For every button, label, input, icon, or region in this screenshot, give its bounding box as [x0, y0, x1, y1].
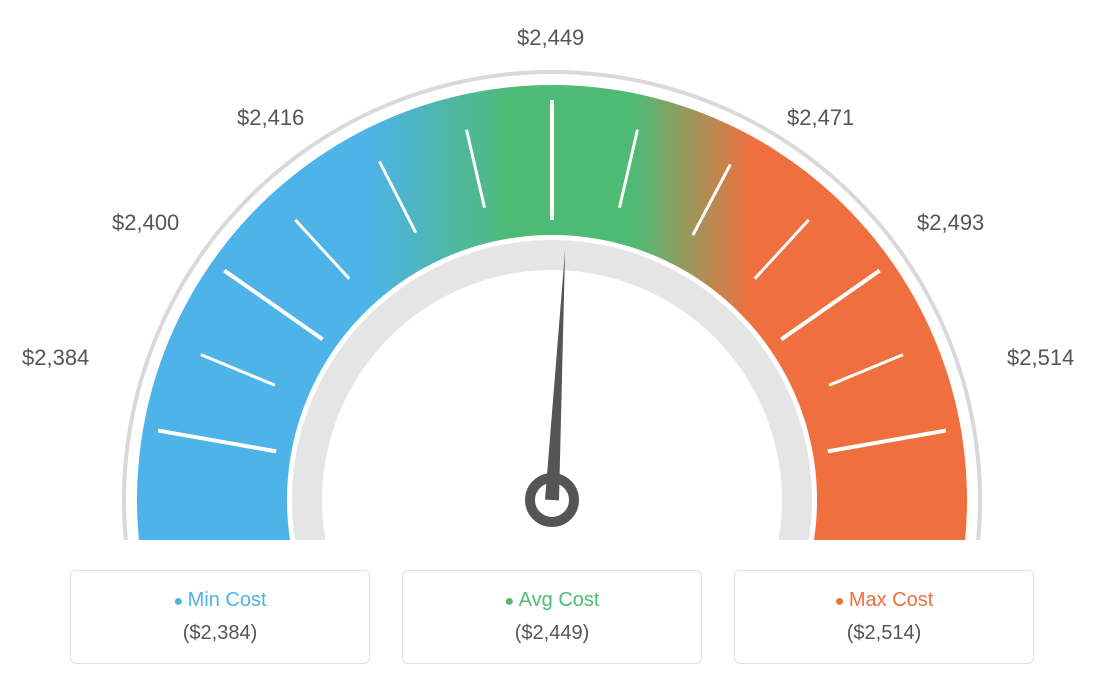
gauge-tick-label: $2,493: [917, 210, 984, 236]
legend-card-avg: Avg Cost ($2,449): [402, 570, 702, 664]
gauge-tick-label: $2,400: [112, 210, 179, 236]
legend-value-max: ($2,514): [735, 622, 1033, 645]
gauge-tick-label: $2,514: [1007, 345, 1074, 371]
gauge-tick-label: $2,471: [787, 105, 854, 131]
gauge-tick-label: $2,416: [237, 105, 304, 131]
legend-card-min: Min Cost ($2,384): [70, 570, 370, 664]
gauge-tick-label: $2,384: [22, 345, 89, 371]
gauge-tick-label: $2,449: [517, 25, 584, 51]
legend-value-avg: ($2,449): [403, 622, 701, 645]
legend-row: Min Cost ($2,384) Avg Cost ($2,449) Max …: [20, 570, 1084, 664]
legend-title-max: Max Cost: [735, 589, 1033, 612]
legend-card-max: Max Cost ($2,514): [734, 570, 1034, 664]
gauge-chart: $2,384 $2,400 $2,416 $2,449 $2,471 $2,493 $2,5…: [22, 20, 1082, 540]
legend-value-min: ($2,384): [71, 622, 369, 645]
legend-title-avg: Avg Cost: [403, 589, 701, 612]
legend-title-min: Min Cost: [71, 589, 369, 612]
gauge-svg: [22, 20, 1082, 540]
